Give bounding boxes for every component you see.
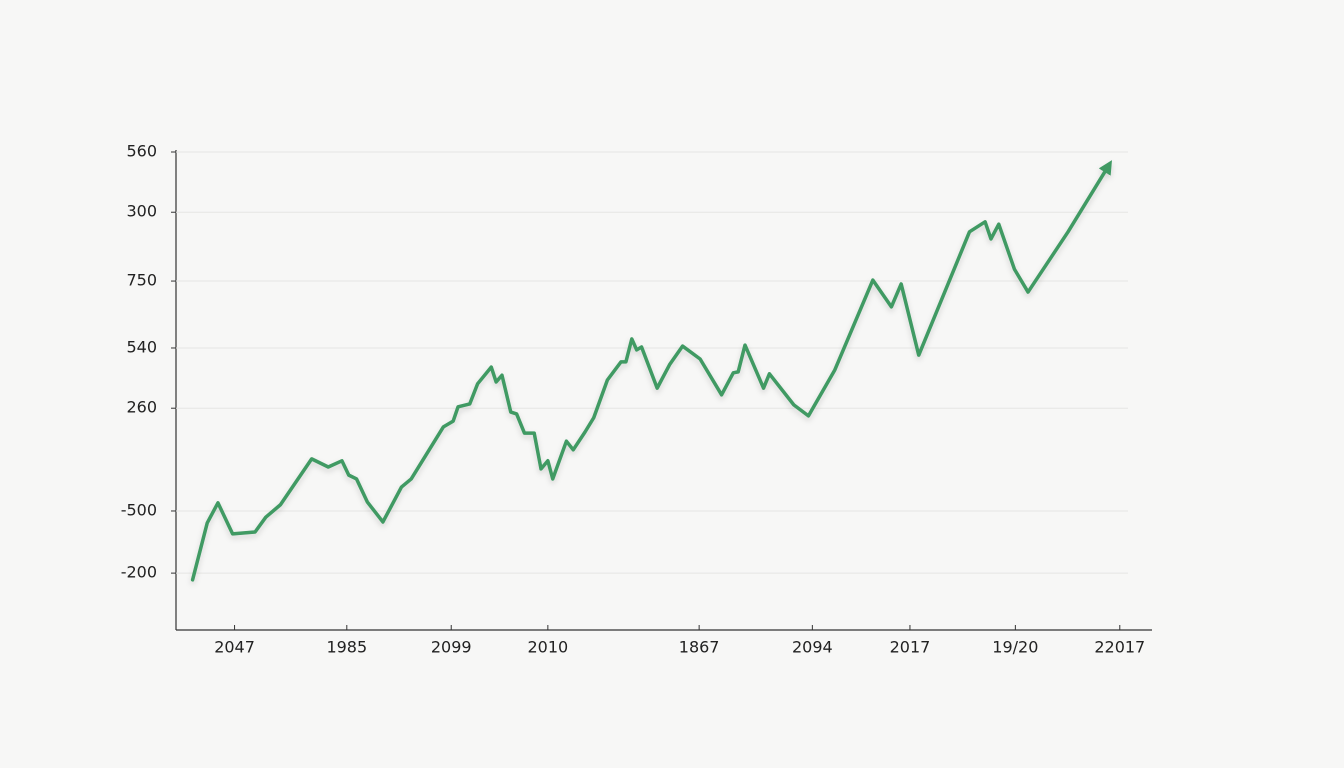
- x-tick-label: 19/20: [992, 638, 1038, 657]
- y-tick-label: 560: [126, 142, 157, 161]
- y-tick-label: 260: [126, 398, 157, 417]
- x-tick-label: 2099: [431, 638, 472, 657]
- y-tick-label: -500: [121, 500, 157, 519]
- x-tick-label: 1985: [326, 638, 367, 657]
- y-tick-label: -200: [121, 563, 157, 582]
- x-tick-label: 2094: [792, 638, 833, 657]
- x-tick-label: 22017: [1094, 638, 1145, 657]
- line-series: [190, 160, 1112, 582]
- x-tick-label: 1867: [679, 638, 720, 657]
- y-tick-label: 540: [126, 337, 157, 356]
- x-tick-label: 2017: [890, 638, 931, 657]
- x-tick-label: 2047: [214, 638, 255, 657]
- y-tick-label: 750: [126, 271, 157, 290]
- y-tick-label: 300: [126, 202, 157, 221]
- x-tick-label: 2010: [527, 638, 568, 657]
